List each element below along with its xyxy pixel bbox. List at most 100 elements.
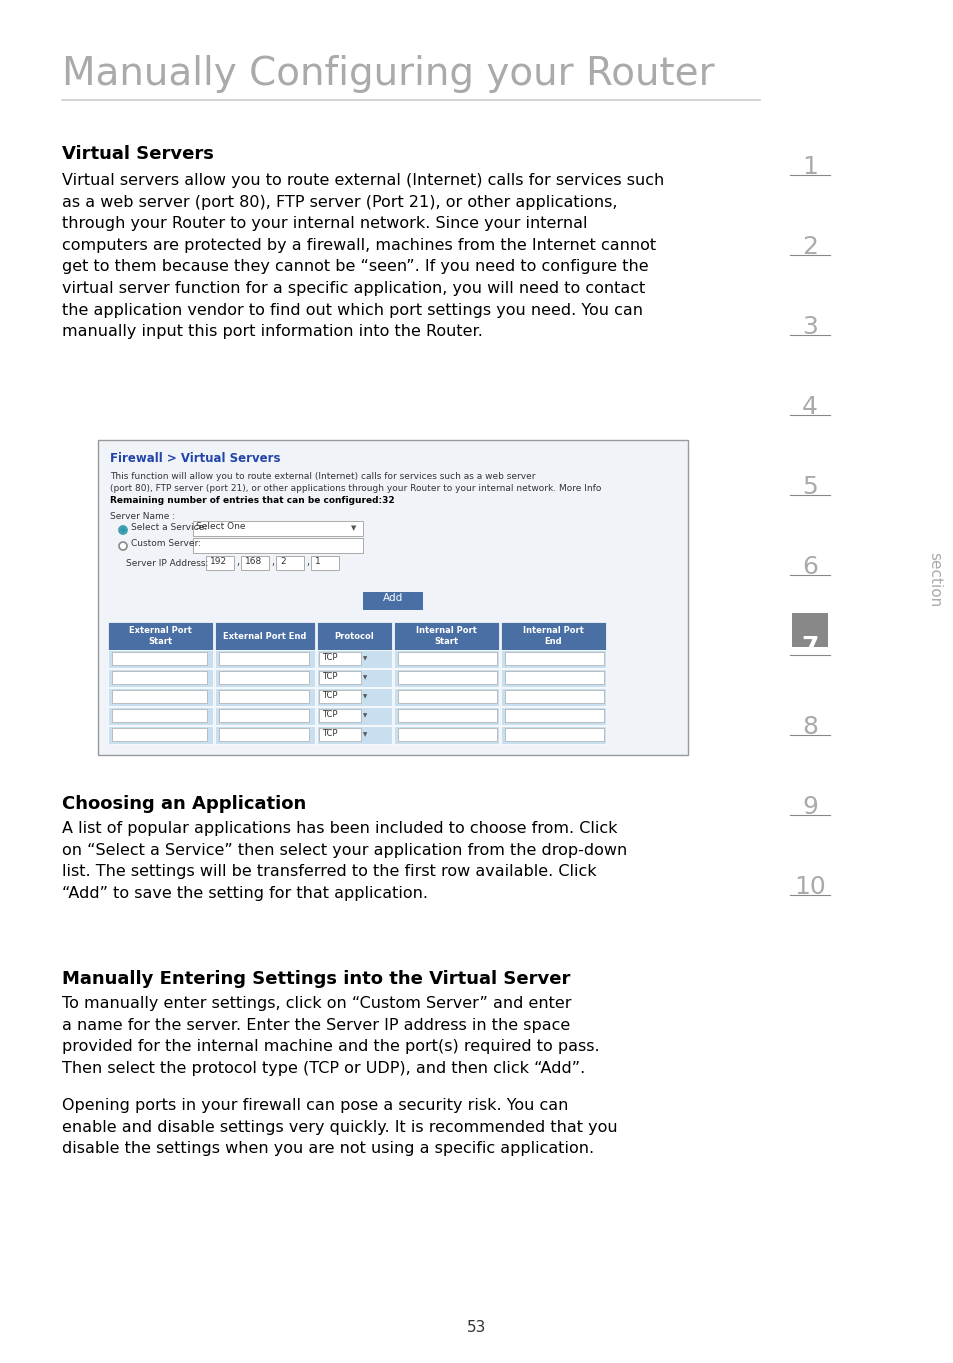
Text: ,: ,	[306, 557, 309, 567]
FancyBboxPatch shape	[241, 556, 269, 570]
Text: External Port
Start: External Port Start	[129, 626, 192, 646]
FancyBboxPatch shape	[394, 650, 498, 668]
Text: 10: 10	[793, 875, 825, 900]
Text: 8: 8	[801, 716, 817, 739]
Text: ,: ,	[235, 557, 239, 567]
FancyBboxPatch shape	[214, 707, 314, 725]
FancyBboxPatch shape	[504, 728, 603, 741]
Text: 2: 2	[280, 557, 285, 566]
FancyBboxPatch shape	[214, 726, 314, 744]
Circle shape	[119, 542, 127, 551]
FancyBboxPatch shape	[108, 650, 213, 668]
Text: 1: 1	[314, 557, 320, 566]
Text: (port 80), FTP server (port 21), or other applications through your Router to yo: (port 80), FTP server (port 21), or othe…	[110, 484, 600, 493]
Text: ▼: ▼	[362, 713, 367, 718]
FancyBboxPatch shape	[316, 688, 392, 706]
FancyBboxPatch shape	[108, 622, 213, 650]
Text: ▼: ▼	[362, 676, 367, 680]
Text: 192: 192	[210, 557, 227, 566]
FancyBboxPatch shape	[219, 671, 309, 684]
FancyBboxPatch shape	[316, 726, 392, 744]
FancyBboxPatch shape	[397, 728, 497, 741]
Text: Server Name :: Server Name :	[110, 512, 175, 521]
FancyBboxPatch shape	[214, 669, 314, 687]
Text: 53: 53	[467, 1319, 486, 1334]
FancyBboxPatch shape	[316, 707, 392, 725]
FancyBboxPatch shape	[311, 556, 338, 570]
FancyBboxPatch shape	[112, 690, 207, 703]
FancyBboxPatch shape	[112, 652, 207, 665]
Text: Select One: Select One	[195, 522, 245, 532]
FancyBboxPatch shape	[318, 709, 360, 722]
Text: ▼: ▼	[362, 695, 367, 699]
Text: Custom Server:: Custom Server:	[131, 538, 201, 548]
FancyBboxPatch shape	[112, 728, 207, 741]
FancyBboxPatch shape	[504, 671, 603, 684]
Text: ▼: ▼	[351, 525, 355, 532]
Text: Add: Add	[382, 593, 403, 602]
FancyBboxPatch shape	[500, 650, 605, 668]
FancyBboxPatch shape	[397, 671, 497, 684]
Text: Internal Port
Start: Internal Port Start	[416, 626, 476, 646]
Text: ▼: ▼	[362, 657, 367, 661]
FancyBboxPatch shape	[108, 688, 213, 706]
FancyBboxPatch shape	[316, 622, 392, 650]
FancyBboxPatch shape	[363, 592, 422, 611]
FancyBboxPatch shape	[214, 622, 314, 650]
Text: section: section	[926, 552, 942, 608]
FancyBboxPatch shape	[214, 688, 314, 706]
Text: A list of popular applications has been included to choose from. Click
on “Selec: A list of popular applications has been …	[62, 821, 626, 901]
FancyBboxPatch shape	[108, 726, 213, 744]
Text: Internal Port
End: Internal Port End	[522, 626, 583, 646]
FancyBboxPatch shape	[316, 669, 392, 687]
Text: 5: 5	[801, 474, 817, 499]
Text: 6: 6	[801, 555, 817, 579]
Text: ,: ,	[271, 557, 274, 567]
FancyBboxPatch shape	[112, 709, 207, 722]
FancyBboxPatch shape	[98, 440, 687, 755]
FancyBboxPatch shape	[394, 707, 498, 725]
Text: Opening ports in your firewall can pose a security risk. You can
enable and disa: Opening ports in your firewall can pose …	[62, 1099, 617, 1156]
FancyBboxPatch shape	[504, 709, 603, 722]
FancyBboxPatch shape	[316, 650, 392, 668]
FancyBboxPatch shape	[193, 521, 363, 536]
FancyBboxPatch shape	[112, 671, 207, 684]
FancyBboxPatch shape	[500, 669, 605, 687]
FancyBboxPatch shape	[500, 688, 605, 706]
Text: 3: 3	[801, 315, 817, 339]
Text: To manually enter settings, click on “Custom Server” and enter
a name for the se: To manually enter settings, click on “Cu…	[62, 996, 599, 1075]
Text: External Port End: External Port End	[223, 631, 306, 641]
FancyBboxPatch shape	[394, 622, 498, 650]
FancyBboxPatch shape	[219, 690, 309, 703]
Circle shape	[120, 527, 126, 533]
Text: Manually Configuring your Router: Manually Configuring your Router	[62, 55, 714, 93]
FancyBboxPatch shape	[394, 726, 498, 744]
FancyBboxPatch shape	[504, 652, 603, 665]
Text: TCP: TCP	[322, 672, 337, 682]
FancyBboxPatch shape	[275, 556, 304, 570]
FancyBboxPatch shape	[394, 688, 498, 706]
Circle shape	[119, 526, 127, 534]
FancyBboxPatch shape	[214, 650, 314, 668]
Text: Virtual Servers: Virtual Servers	[62, 144, 213, 164]
FancyBboxPatch shape	[318, 671, 360, 684]
Text: Manually Entering Settings into the Virtual Server: Manually Entering Settings into the Virt…	[62, 970, 570, 988]
FancyBboxPatch shape	[318, 690, 360, 703]
Text: Virtual servers allow you to route external (Internet) calls for services such
a: Virtual servers allow you to route exter…	[62, 173, 663, 339]
FancyBboxPatch shape	[500, 726, 605, 744]
FancyBboxPatch shape	[108, 707, 213, 725]
Text: 9: 9	[801, 795, 817, 819]
Text: 4: 4	[801, 395, 817, 418]
Text: 168: 168	[245, 557, 262, 566]
Text: TCP: TCP	[322, 729, 337, 737]
FancyBboxPatch shape	[318, 728, 360, 741]
FancyBboxPatch shape	[397, 709, 497, 722]
Text: 2: 2	[801, 234, 817, 259]
Text: Select a Service:: Select a Service:	[131, 523, 207, 532]
Text: TCP: TCP	[322, 710, 337, 720]
FancyBboxPatch shape	[108, 669, 213, 687]
FancyBboxPatch shape	[500, 707, 605, 725]
Text: 1: 1	[801, 155, 817, 179]
Text: Server IP Address:: Server IP Address:	[126, 559, 208, 568]
FancyBboxPatch shape	[500, 622, 605, 650]
